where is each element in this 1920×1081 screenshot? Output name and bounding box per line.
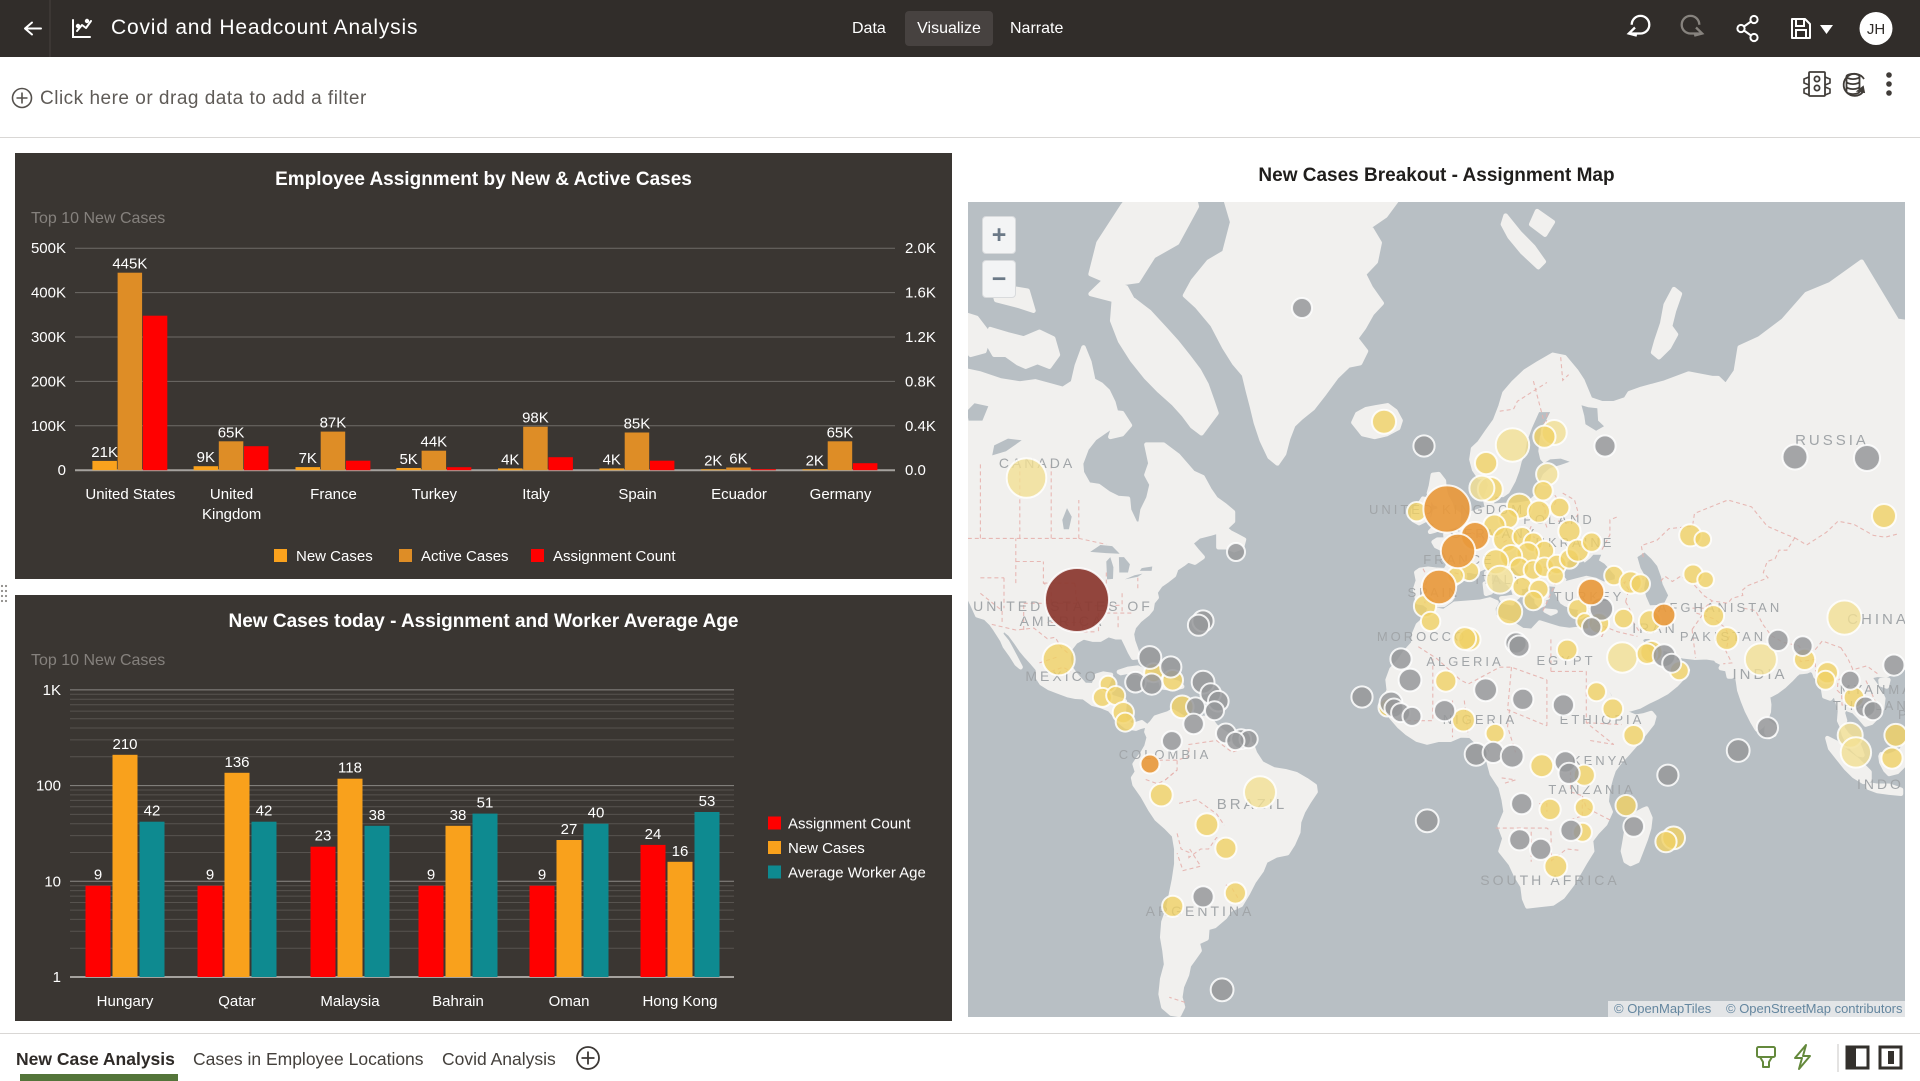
svg-text:24: 24	[645, 826, 662, 843]
svg-text:New Cases: New Cases	[788, 840, 865, 857]
svg-text:Kingdom: Kingdom	[202, 506, 261, 523]
svg-text:100: 100	[36, 778, 61, 795]
svg-text:Malaysia: Malaysia	[320, 993, 380, 1010]
svg-text:Ecuador: Ecuador	[711, 486, 767, 503]
svg-text:9K: 9K	[197, 449, 215, 466]
svg-text:RUSSIA: RUSSIA	[1795, 432, 1869, 449]
svg-text:© OpenMapTiles: © OpenMapTiles	[1614, 1001, 1712, 1016]
svg-text:0.4K: 0.4K	[905, 418, 936, 435]
svg-text:100K: 100K	[31, 418, 66, 435]
svg-text:Spain: Spain	[618, 486, 656, 503]
svg-text:1.2K: 1.2K	[905, 329, 936, 346]
svg-text:7K: 7K	[299, 450, 317, 467]
svg-text:9: 9	[206, 867, 214, 884]
svg-text:65K: 65K	[218, 424, 245, 441]
svg-text:445K: 445K	[112, 256, 147, 273]
svg-text:2K: 2K	[704, 452, 722, 469]
svg-text:0: 0	[58, 462, 66, 479]
svg-text:1.6K: 1.6K	[905, 285, 936, 302]
svg-text:Turkey: Turkey	[412, 486, 458, 503]
svg-text:300K: 300K	[31, 329, 66, 346]
svg-text:53: 53	[699, 793, 716, 810]
svg-text:9: 9	[94, 867, 102, 884]
svg-text:42: 42	[256, 803, 273, 820]
svg-text:ALGERIA: ALGERIA	[1426, 654, 1503, 669]
svg-text:27: 27	[561, 821, 578, 838]
svg-text:400K: 400K	[31, 285, 66, 302]
svg-text:500K: 500K	[31, 240, 66, 257]
svg-text:Oman: Oman	[549, 993, 590, 1010]
svg-text:United: United	[210, 486, 253, 503]
svg-text:98K: 98K	[522, 410, 549, 427]
svg-text:Hong Kong: Hong Kong	[642, 993, 717, 1010]
svg-text:COLOMBIA: COLOMBIA	[1119, 747, 1212, 762]
svg-text:New Cases today - Assignment a: New Cases today - Assignment and Worker …	[229, 611, 739, 632]
svg-text:16: 16	[672, 843, 689, 860]
svg-text:United States: United States	[85, 486, 175, 503]
svg-text:65K: 65K	[827, 424, 854, 441]
svg-text:TANZANIA: TANZANIA	[1548, 782, 1635, 797]
svg-text:1K: 1K	[43, 682, 61, 699]
svg-text:JH: JH	[1867, 21, 1885, 38]
svg-text:Germany: Germany	[810, 486, 872, 503]
svg-text:42: 42	[144, 803, 161, 820]
svg-text:21K: 21K	[91, 444, 118, 461]
svg-text:87K: 87K	[320, 415, 347, 432]
svg-text:23: 23	[315, 828, 332, 845]
svg-text:Assignment Count: Assignment Count	[788, 816, 911, 833]
svg-text:2.0K: 2.0K	[905, 240, 936, 257]
svg-text:Hungary: Hungary	[97, 993, 154, 1010]
svg-text:© OpenStreetMap contributors: © OpenStreetMap contributors	[1726, 1001, 1903, 1016]
svg-text:MOROCCO: MOROCCO	[1377, 629, 1467, 644]
svg-text:10: 10	[44, 873, 61, 890]
svg-text:2K: 2K	[806, 452, 824, 469]
svg-text:0.0: 0.0	[905, 462, 926, 479]
svg-text:Employee Assignment by New & A: Employee Assignment by New & Active Case…	[275, 169, 692, 190]
svg-text:Qatar: Qatar	[218, 993, 256, 1010]
svg-text:Average Worker Age: Average Worker Age	[788, 865, 926, 882]
svg-text:1: 1	[53, 969, 61, 986]
svg-text:5K: 5K	[399, 451, 417, 468]
svg-text:4K: 4K	[603, 451, 621, 468]
svg-text:Bahrain: Bahrain	[432, 993, 484, 1010]
svg-text:PH: PH	[1898, 707, 1905, 722]
svg-text:Active Cases: Active Cases	[421, 548, 509, 565]
svg-text:New Cases: New Cases	[296, 548, 373, 565]
svg-text:38: 38	[450, 807, 467, 824]
svg-text:200K: 200K	[31, 373, 66, 390]
svg-text:Italy: Italy	[522, 486, 550, 503]
svg-text:INDON: INDON	[1857, 776, 1905, 792]
svg-text:Top 10 New Cases: Top 10 New Cases	[31, 652, 165, 669]
svg-text:9: 9	[538, 867, 546, 884]
svg-text:9: 9	[427, 867, 435, 884]
svg-text:38: 38	[369, 807, 386, 824]
svg-text:40: 40	[588, 805, 605, 822]
svg-text:51: 51	[477, 795, 494, 812]
svg-text:France: France	[310, 486, 357, 503]
svg-text:44K: 44K	[420, 434, 447, 451]
svg-text:136: 136	[224, 754, 249, 771]
svg-text:118: 118	[338, 760, 362, 777]
svg-text:0.8K: 0.8K	[905, 373, 936, 390]
svg-text:Assignment Count: Assignment Count	[553, 548, 676, 565]
svg-text:SOUTH AFRICA: SOUTH AFRICA	[1480, 872, 1619, 888]
svg-text:6K: 6K	[729, 451, 747, 468]
svg-text:Top 10 New Cases: Top 10 New Cases	[31, 210, 165, 227]
svg-text:4K: 4K	[501, 451, 519, 468]
svg-text:210: 210	[112, 736, 137, 753]
svg-text:85K: 85K	[624, 416, 651, 433]
